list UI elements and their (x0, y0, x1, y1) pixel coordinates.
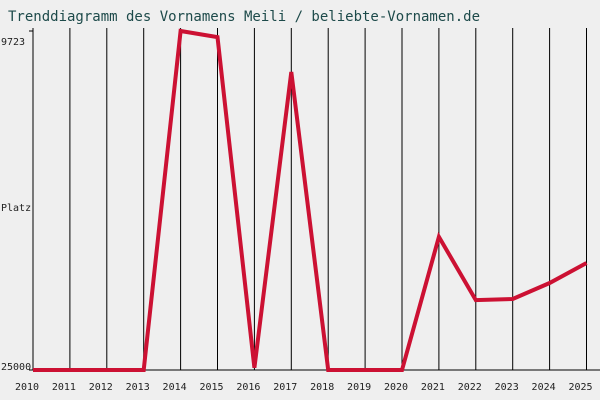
x-tick-label: 2024 (532, 382, 556, 393)
y-axis-label: Platz (1, 203, 31, 214)
x-tick-label: 2012 (89, 382, 113, 393)
x-tick-label: 2023 (495, 382, 519, 393)
x-tick-label: 2013 (126, 382, 150, 393)
chart-title: Trenddiagramm des Vornamens Meili / beli… (8, 9, 480, 25)
data-line (33, 28, 588, 372)
x-tick-label: 2019 (347, 382, 371, 393)
x-tick-label: 2015 (199, 382, 223, 393)
x-tick-label: 2025 (568, 382, 592, 393)
x-tick-label: 2022 (458, 382, 482, 393)
x-tick-label: 2014 (163, 382, 187, 393)
x-tick-label: 2017 (273, 382, 297, 393)
x-tick-label: 2016 (236, 382, 260, 393)
x-tick-label: 2021 (421, 382, 445, 393)
x-tick-label: 2018 (310, 382, 334, 393)
x-tick-label: 2020 (384, 382, 408, 393)
y-tick-label: 25000 (1, 362, 31, 373)
y-tick-label: 9723 (1, 37, 25, 48)
x-tick-label: 2011 (52, 382, 76, 393)
x-tick-label: 2010 (15, 382, 39, 393)
